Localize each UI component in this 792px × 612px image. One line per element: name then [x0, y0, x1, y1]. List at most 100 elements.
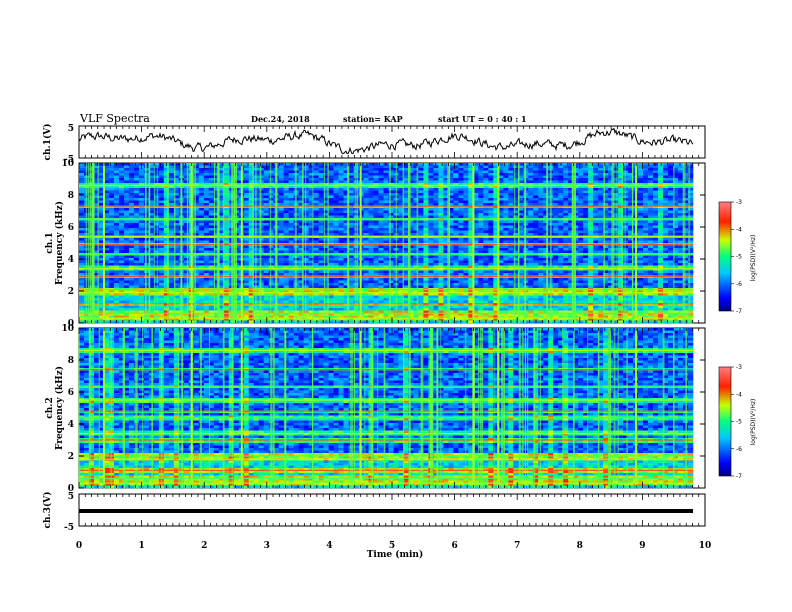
- spectrogram-cell: [378, 198, 384, 201]
- spectrogram-cell: [418, 168, 424, 171]
- spectrogram-cell: [408, 168, 414, 171]
- spectrogram-cell: [128, 165, 135, 169]
- spectrogram-cell: [243, 180, 250, 184]
- spectrogram-cell: [183, 193, 190, 196]
- spectrogram-cell: [443, 293, 449, 296]
- spectrogram-cell: [373, 180, 379, 184]
- spectrogram-cell: [103, 178, 110, 181]
- spectrogram-cell: [263, 240, 269, 244]
- spectrogram-cell: [288, 245, 294, 249]
- spectrogram-cell: [118, 310, 125, 314]
- spectrogram-cell: [163, 195, 170, 199]
- spectrogram-cell: [93, 230, 100, 234]
- spectrogram-cell: [223, 260, 230, 264]
- spectrogram-cell: [418, 318, 424, 321]
- spectrogram-cell: [338, 210, 344, 214]
- spectrogram-cell: [408, 315, 414, 319]
- spectrogram-cell: [268, 248, 274, 251]
- spectrogram-cell: [223, 290, 230, 294]
- spectrogram-cell: [418, 255, 424, 259]
- spectrogram-cell: [198, 280, 205, 284]
- spectrogram-cell: [413, 248, 419, 251]
- spectrogram-cell: [183, 260, 190, 264]
- spectrogram-cell: [133, 193, 140, 196]
- spectrogram-cell: [403, 320, 409, 324]
- spectrogram-cell: [403, 223, 409, 226]
- spectrogram-cell: [433, 230, 439, 234]
- spectrogram-cell: [158, 198, 165, 201]
- spectrogram-cell: [453, 305, 459, 309]
- spectrogram-cell: [343, 163, 349, 166]
- spectrogram-cell: [388, 183, 394, 186]
- spectrogram-cell: [363, 190, 369, 194]
- spectrogram-cell: [173, 320, 180, 324]
- spectrogram-cell: [383, 263, 389, 266]
- spectrogram-cell: [328, 200, 334, 204]
- spectrogram-cell: [458, 268, 464, 271]
- spectrogram-cell: [313, 175, 319, 179]
- spectrogram-cell: [413, 203, 419, 206]
- spectrogram-cell: [428, 290, 434, 294]
- spectrogram-cell: [438, 163, 444, 166]
- spectrogram-cell: [418, 290, 424, 294]
- spectrogram-cell: [438, 183, 444, 186]
- spectrogram-cell: [278, 200, 284, 204]
- spectrogram-cell: [278, 255, 284, 259]
- spectrogram-cell: [263, 238, 269, 241]
- spectrogram-cell: [103, 305, 110, 309]
- spectrogram-cell: [438, 238, 444, 241]
- spectrogram-cell: [93, 215, 100, 219]
- spectrogram-cell: [328, 210, 334, 214]
- spectrogram-cell: [378, 205, 384, 209]
- spectrogram-cell: [288, 293, 294, 296]
- spectrogram-cell: [213, 173, 220, 176]
- spectrogram-cell: [343, 295, 349, 299]
- spectrogram-cell: [418, 273, 424, 276]
- spectrogram-cell: [183, 283, 190, 286]
- spectrogram-cell: [283, 175, 289, 179]
- spectrogram-cell: [268, 245, 274, 249]
- spectrogram-cell: [133, 290, 140, 294]
- spectrogram-cell: [133, 248, 140, 251]
- spectrogram-cell: [398, 255, 404, 259]
- spectrogram-cell: [88, 230, 95, 234]
- spectrogram-cell: [463, 280, 469, 284]
- spectrogram-cell: [338, 308, 344, 311]
- spectrogram-cell: [463, 263, 469, 266]
- spectrogram-cell: [268, 270, 274, 274]
- spectrogram-cell: [218, 208, 225, 211]
- spectrogram-cell: [283, 265, 289, 269]
- spectrogram-cell: [398, 273, 404, 276]
- spectrogram-cell: [348, 290, 354, 294]
- spectrogram-cell: [338, 223, 344, 226]
- spectrogram-cell: [343, 175, 349, 179]
- spectrogram-cell: [128, 195, 135, 199]
- spectrogram-cell: [168, 205, 175, 209]
- spectrogram-cell: [438, 198, 444, 201]
- spectrogram-cell: [248, 265, 255, 269]
- spectrogram-cell: [423, 233, 429, 236]
- spectrogram-cell: [79, 318, 85, 321]
- spectrogram-cell: [398, 268, 404, 271]
- spectrogram-cell: [213, 258, 220, 261]
- spectrogram-cell: [118, 305, 125, 309]
- spectrogram-cell: [303, 290, 309, 294]
- spectrogram-cell: [288, 268, 294, 271]
- spectrogram-cell: [88, 255, 95, 259]
- spectrogram-cell: [93, 205, 100, 209]
- spectrogram-cell: [408, 208, 414, 211]
- spectrogram-cell: [278, 268, 284, 271]
- spectrogram-cell: [448, 173, 454, 176]
- spectrogram-cell: [388, 205, 394, 209]
- spectrogram-cell: [363, 210, 369, 214]
- spectrogram-cell: [328, 205, 334, 209]
- spectrogram-cell: [283, 255, 289, 259]
- spectrogram-cell: [163, 310, 170, 314]
- spectrogram-cell: [93, 310, 100, 314]
- spectrogram-cell: [363, 225, 369, 229]
- spectrogram-cell: [128, 198, 135, 201]
- spectrogram-cell: [218, 250, 225, 254]
- spectrogram-cell: [398, 168, 404, 171]
- spectrogram-cell: [128, 190, 135, 194]
- spectrogram-cell: [353, 205, 359, 209]
